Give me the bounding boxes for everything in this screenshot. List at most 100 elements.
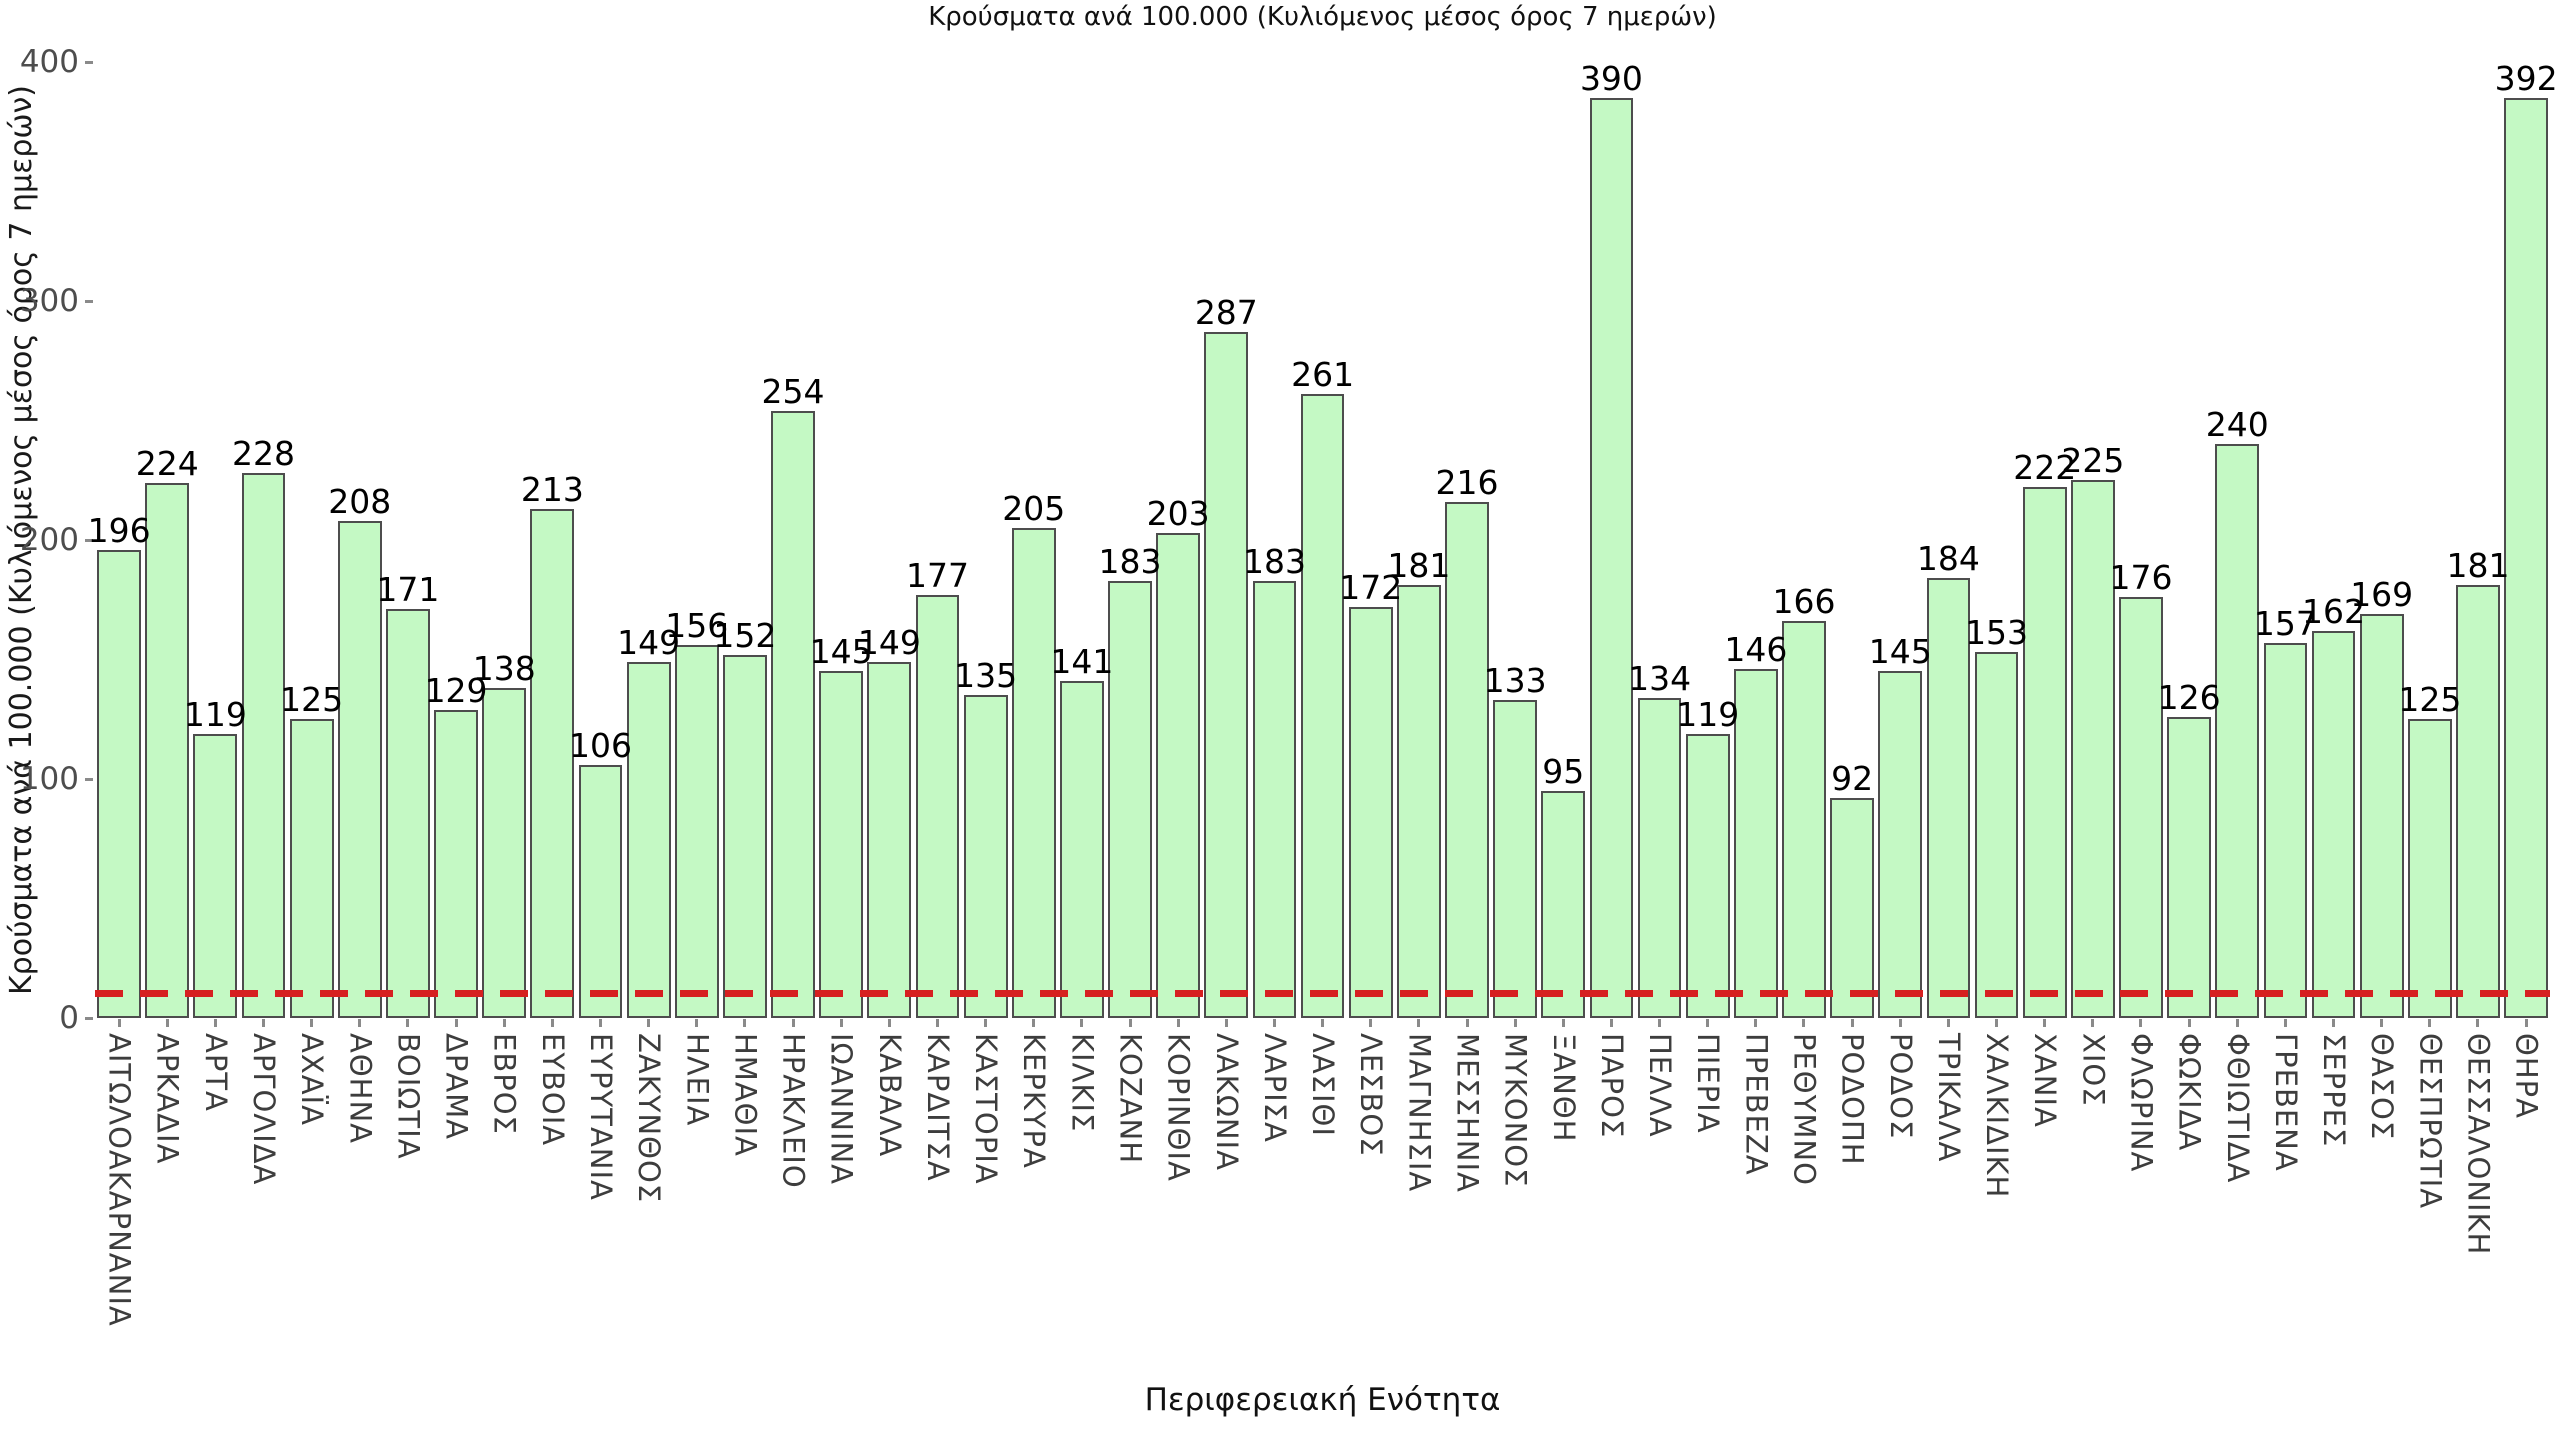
x-tick: ΖΑΚΥΝΘΟΣ [625, 1019, 673, 1377]
x-tick: ΕΒΡΟΣ [480, 1019, 528, 1377]
x-tick-mark [1802, 1019, 1806, 1027]
bar [1589, 98, 1634, 1018]
x-tick: ΑΡΤΑ [191, 1019, 239, 1377]
x-tick: ΛΑΣΙΘΙ [1299, 1019, 1347, 1377]
bar-value-label: 177 [905, 555, 969, 595]
x-tick: ΙΩΑΝΝΙΝΑ [817, 1019, 865, 1377]
bar [1541, 790, 1586, 1018]
bar-group: 141 [1050, 62, 1113, 1018]
x-tick-label: ΙΩΑΝΝΙΝΑ [824, 1033, 859, 1186]
bar-group: 138 [473, 62, 536, 1018]
bar [386, 609, 430, 1018]
x-tick-mark [1128, 1019, 1132, 1027]
bar [2456, 585, 2500, 1018]
y-tick-label: 300 [19, 283, 79, 319]
x-tick: ΦΘΙΩΤΙΔΑ [2213, 1019, 2261, 1377]
bar-value-label: 261 [1291, 355, 1355, 395]
x-tick-label: ΑΡΓΟΛΙΔΑ [246, 1033, 281, 1186]
bar-group: 125 [280, 62, 343, 1018]
x-tick: ΠΡΕΒΕΖΑ [1732, 1019, 1780, 1377]
x-tick-mark [695, 1019, 699, 1027]
bar-value-label: 134 [1628, 658, 1692, 698]
bar-value-label: 224 [135, 443, 199, 483]
bar [2070, 480, 2115, 1018]
bar-group: 181 [2446, 62, 2509, 1018]
x-tick-label: ΑΙΤΩΛΟΑΚΑΡΝΑΝΙΑ [102, 1033, 137, 1327]
bar-value-label: 183 [1098, 541, 1162, 581]
bar-group: 177 [906, 62, 969, 1018]
bar [289, 719, 334, 1018]
bar-value-label: 240 [2205, 405, 2269, 445]
x-tick-label: ΡΕΘΥΜΝΟ [1787, 1033, 1822, 1186]
x-tick-label: ΚΑΣΤΟΡΙΑ [969, 1033, 1004, 1185]
x-tick: ΗΡΑΚΛΕΙΟ [769, 1019, 817, 1377]
x-tick-label: ΚΑΒΑΛΑ [872, 1033, 907, 1158]
x-tick-label: ΦΛΩΡΙΝΑ [2124, 1033, 2159, 1173]
bar-value-label: 225 [2061, 441, 2125, 481]
bar [2119, 597, 2163, 1018]
x-tick-mark [1898, 1019, 1902, 1027]
x-tick: ΠΑΡΟΣ [1587, 1019, 1635, 1377]
x-tick: ΧΙΟΣ [2069, 1019, 2117, 1377]
x-tick-mark [2091, 1019, 2095, 1027]
bar [674, 645, 719, 1018]
x-tick-label: ΧΑΝΙΑ [2028, 1033, 2063, 1128]
y-tick-label: 200 [19, 522, 79, 558]
bar-value-label: 133 [1483, 661, 1547, 701]
x-tick-label: ΘΕΣΠΡΩΤΙΑ [2413, 1033, 2448, 1210]
x-tick-label: ΘΕΣΣΑΛΟΝΙΚΗ [2461, 1033, 2496, 1256]
x-tick-label: ΜΕΣΣΗΝΙΑ [1450, 1033, 1485, 1193]
bar-value-label: 203 [1146, 493, 1210, 533]
bar-group: 95 [1539, 62, 1587, 1018]
x-tick-label: ΕΒΡΟΣ [487, 1033, 522, 1135]
x-tick-mark [550, 1019, 554, 1027]
bar-group: 172 [1339, 62, 1402, 1018]
bar-group: 152 [713, 62, 776, 1018]
bar [1445, 501, 1489, 1018]
bar-group: 134 [1628, 62, 1691, 1018]
x-tick: ΚΑΒΑΛΑ [865, 1019, 913, 1377]
x-tick: ΑΡΚΑΔΙΑ [143, 1019, 191, 1377]
bar-group: 153 [1965, 62, 2028, 1018]
x-tick: ΠΙΕΡΙΑ [1684, 1019, 1732, 1377]
x-tick-label: ΔΡΑΜΑ [439, 1033, 474, 1141]
bar-value-label: 184 [1916, 539, 1980, 579]
bar [1637, 697, 1682, 1018]
bar-value-label: 208 [328, 481, 392, 521]
bar-value-label: 205 [1002, 489, 1066, 529]
bar [145, 482, 190, 1018]
bar-value-label: 119 [183, 694, 247, 734]
bar-group: 157 [2254, 62, 2317, 1018]
x-tick: ΔΡΑΜΑ [432, 1019, 480, 1377]
x-tick-mark [2524, 1019, 2528, 1027]
x-tick-mark [213, 1019, 217, 1027]
bar-value-label: 172 [1339, 567, 1403, 607]
x-tick-label: ΕΥΡΥΤΑΝΙΑ [583, 1033, 618, 1201]
bar-value-label: 181 [2446, 546, 2510, 586]
bar-value-label: 196 [87, 510, 151, 550]
x-tick-mark [2139, 1019, 2143, 1027]
bar-group: 183 [1099, 62, 1162, 1018]
bar [337, 520, 382, 1018]
x-tick-mark [2283, 1019, 2287, 1027]
x-tick-mark [406, 1019, 410, 1027]
bar-value-label: 129 [424, 670, 488, 710]
x-tick-mark [984, 1019, 988, 1027]
bar-group: 205 [1002, 62, 1065, 1018]
x-tick: ΘΗΡΑ [2502, 1019, 2550, 1377]
bar [723, 654, 767, 1018]
x-tick-label: ΓΡΕΒΕΝΑ [2268, 1033, 2303, 1172]
x-tick: ΘΑΣΟΣ [2358, 1019, 2406, 1377]
x-tick-label: ΠΡΕΒΕΖΑ [1739, 1033, 1774, 1176]
x-tick-mark [2380, 1019, 2384, 1027]
bar-value-label: 135 [954, 656, 1018, 696]
bar-group: 222 [2013, 62, 2076, 1018]
x-tick-label: ΠΑΡΟΣ [1594, 1033, 1629, 1139]
x-tick-mark [1465, 1019, 1469, 1027]
bar-group: 129 [425, 62, 488, 1018]
x-tick-label: ΚΙΛΚΙΣ [1065, 1033, 1100, 1133]
x-tick: ΣΕΡΡΕΣ [2309, 1019, 2357, 1377]
bar-group: 196 [88, 62, 151, 1018]
bar [771, 410, 815, 1018]
bar-value-label: 287 [1194, 293, 1258, 333]
